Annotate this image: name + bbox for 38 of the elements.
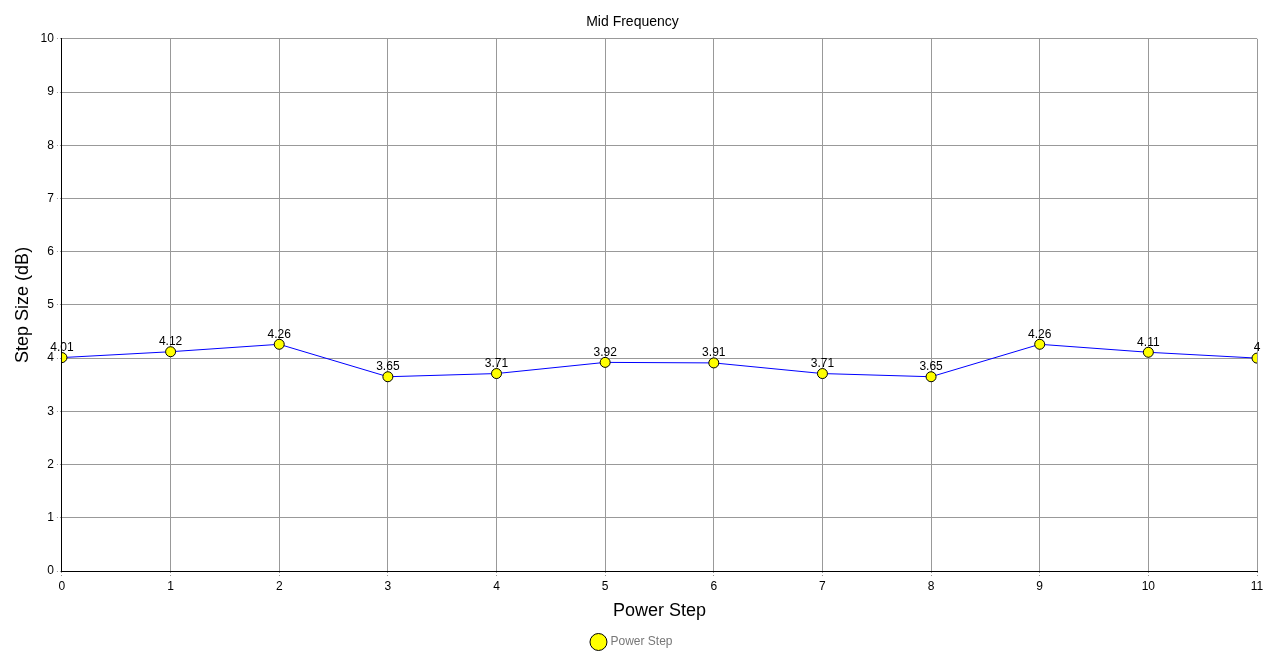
data-label: 3.71: [484, 355, 509, 370]
x-tick-label: 5: [601, 578, 609, 593]
data-label: 3.71: [810, 355, 835, 370]
legend-label: Power Step: [610, 634, 673, 649]
data-label: 4.12: [158, 334, 183, 349]
x-tick-label: 6: [710, 578, 718, 593]
x-tick-label: 7: [819, 578, 827, 593]
data-label: 4: [1253, 340, 1261, 355]
x-tick-label: 1: [167, 578, 175, 593]
data-label: 3.65: [919, 359, 944, 374]
data-label: 4.11: [1137, 334, 1160, 349]
data-label: 3.92: [593, 344, 618, 359]
x-tick-label: 9: [1036, 578, 1044, 593]
x-tick-label: 10: [1141, 578, 1156, 593]
data-label: 3.65: [376, 359, 400, 374]
data-label: 3.91: [702, 345, 726, 360]
data-label: 4.26: [267, 326, 292, 341]
x-tick-label: 11: [1250, 578, 1264, 593]
y-tick-label: 3: [47, 403, 55, 418]
y-tick-label: 2: [47, 456, 55, 471]
y-tick-label: 7: [47, 190, 55, 205]
y-tick-label: 4: [47, 350, 55, 365]
x-tick-label: 0: [58, 578, 66, 593]
x-axis-title: Power Step: [612, 600, 707, 621]
chart-title: Mid Frequency: [586, 13, 679, 30]
y-tick-label: 5: [47, 297, 55, 312]
y-axis-title: Step Size (dB): [11, 246, 32, 363]
x-tick-label: 2: [275, 578, 283, 593]
y-tick-label: 6: [47, 243, 55, 258]
y-tick-label: 0: [47, 563, 55, 578]
x-tick-label: 4: [493, 578, 501, 593]
x-tick-label: 3: [384, 578, 392, 593]
y-tick-label: 8: [47, 137, 55, 152]
x-tick-label: 8: [927, 578, 935, 593]
y-tick-label: 1: [47, 510, 55, 525]
y-tick-label: 9: [47, 84, 55, 99]
y-tick-label: 10: [40, 31, 55, 46]
data-label: 4.26: [1028, 326, 1052, 341]
